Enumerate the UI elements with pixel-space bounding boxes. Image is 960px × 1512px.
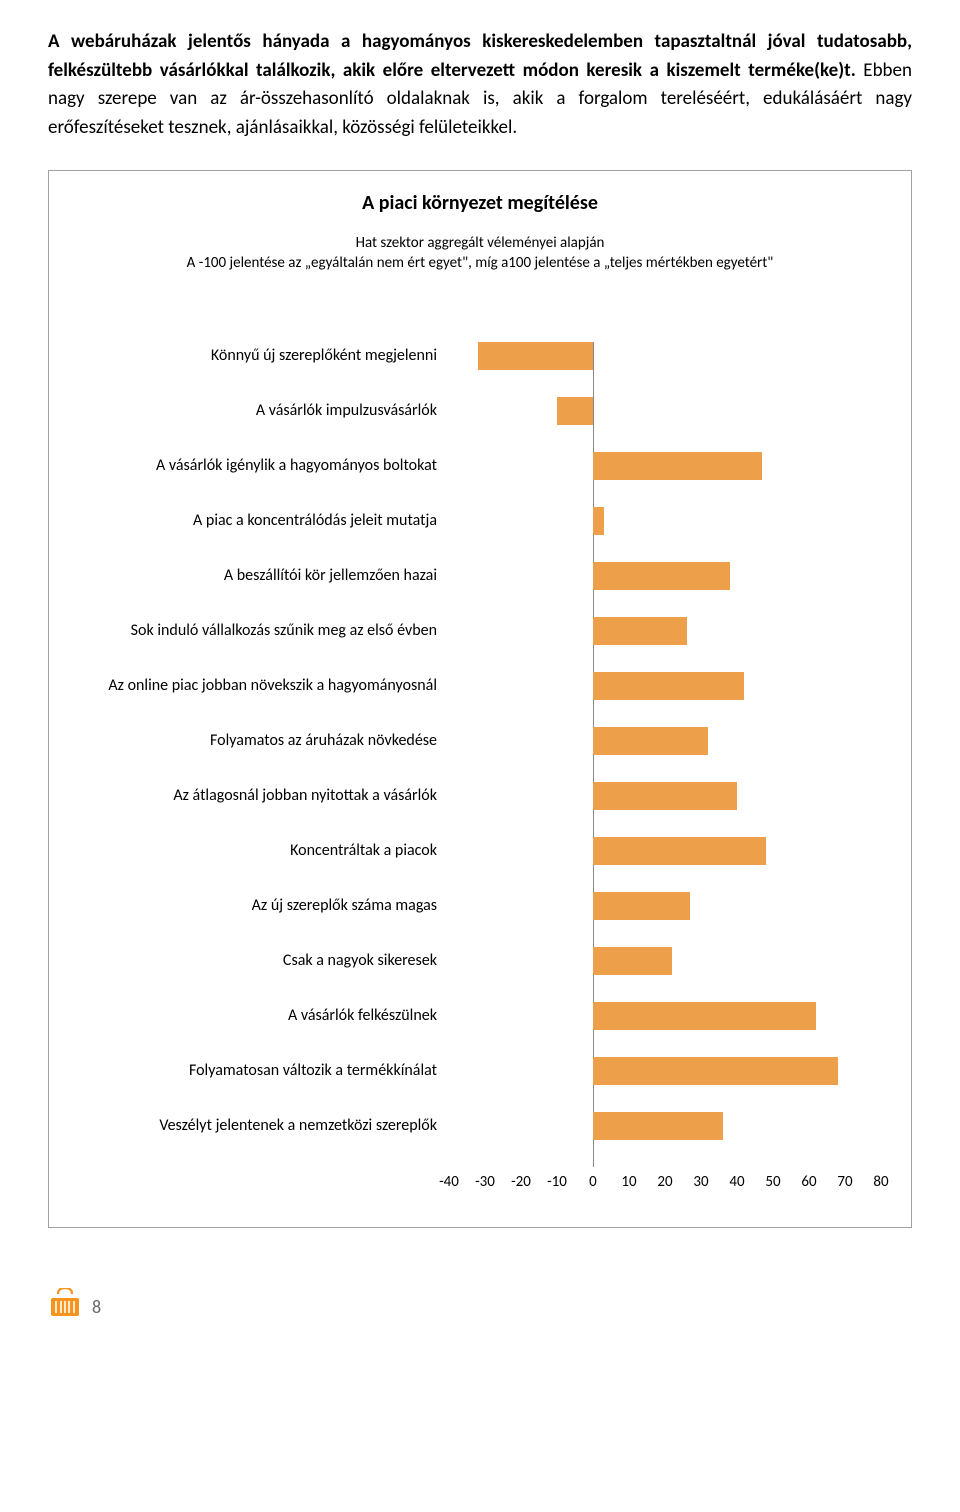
bar-label: A piac a koncentrálódás jeleit mutatja (57, 507, 437, 535)
chart-row: Az átlagosnál jobban nyitottak a vásárló… (449, 782, 881, 810)
chart-row: Folyamatosan változik a termékkínálat (449, 1057, 881, 1085)
x-tick: 60 (801, 1173, 816, 1191)
bar-label: Veszélyt jelentenek a nemzetközi szerepl… (57, 1112, 437, 1140)
chart-subtitle: Hat szektor aggregált véleményei alapján… (69, 233, 891, 274)
bar (593, 507, 604, 535)
bar (593, 452, 762, 480)
x-tick: 20 (657, 1173, 672, 1191)
x-tick: -40 (439, 1173, 459, 1191)
chart-row: Veszélyt jelentenek a nemzetközi szerepl… (449, 1112, 881, 1140)
bar-label: Csak a nagyok sikeresek (57, 947, 437, 975)
x-axis: -40-30-20-1001020304050607080 (449, 1167, 881, 1207)
bar (593, 837, 766, 865)
bar-label: A vásárlók impulzusvásárlók (57, 397, 437, 425)
chart-row: A vásárlók felkészülnek (449, 1002, 881, 1030)
basket-icon (48, 1288, 82, 1318)
bar (557, 397, 593, 425)
bar-label: Folyamatos az áruházak növkedése (57, 727, 437, 755)
bar (593, 617, 687, 645)
chart-subtitle-line1: Hat szektor aggregált véleményei alapján (356, 234, 605, 252)
chart-row: Folyamatos az áruházak növkedése (449, 727, 881, 755)
x-tick: 40 (729, 1173, 744, 1191)
chart-row: Koncentráltak a piacok (449, 837, 881, 865)
plot-region: Könnyű új szereplőként megjelenni A vásár… (449, 342, 881, 1167)
x-tick: -10 (547, 1173, 567, 1191)
chart-row: A vásárlók impulzusvásárlók (449, 397, 881, 425)
bar (593, 672, 744, 700)
bar-label: Az átlagosnál jobban nyitottak a vásárló… (57, 782, 437, 810)
x-tick: 50 (765, 1173, 780, 1191)
bar (593, 1002, 816, 1030)
chart-row: Csak a nagyok sikeresek (449, 947, 881, 975)
bar (478, 342, 593, 370)
chart-area: Könnyű új szereplőként megjelenni A vásár… (69, 342, 891, 1207)
x-tick: 30 (693, 1173, 708, 1191)
chart-row: A beszállítói kör jellemzően hazai (449, 562, 881, 590)
x-tick: 80 (873, 1173, 888, 1191)
chart-title: A piaci környezet megítélése (69, 191, 891, 215)
x-tick: -30 (475, 1173, 495, 1191)
x-tick: -20 (511, 1173, 531, 1191)
bar-label: A vásárlók felkészülnek (57, 1002, 437, 1030)
chart-row: Az új szereplők száma magas (449, 892, 881, 920)
intro-bold: A webáruházak jelentős hányada a hagyomá… (48, 30, 912, 82)
chart-subtitle-line2: A -100 jelentése az „egyáltalán nem ért … (187, 254, 774, 272)
x-tick: 10 (621, 1173, 636, 1191)
x-tick: 0 (589, 1173, 597, 1191)
bar-label: Az új szereplők száma magas (57, 892, 437, 920)
chart-container: A piaci környezet megítélése Hat szektor… (48, 170, 912, 1228)
page-footer: 8 (48, 1288, 912, 1318)
bar-label: Folyamatosan változik a termékkínálat (57, 1057, 437, 1085)
chart-row: A vásárlók igénylik a hagyományos boltok… (449, 452, 881, 480)
bar-label: Koncentráltak a piacok (57, 837, 437, 865)
bar (593, 1112, 723, 1140)
bar-label: A vásárlók igénylik a hagyományos boltok… (57, 452, 437, 480)
bar (593, 1057, 838, 1085)
chart-row: Könnyű új szereplőként megjelenni (449, 342, 881, 370)
chart-row: Az online piac jobban növekszik a hagyom… (449, 672, 881, 700)
bar (593, 947, 672, 975)
bar (593, 727, 708, 755)
chart-row: Sok induló vállalkozás szűnik meg az els… (449, 617, 881, 645)
bar (593, 782, 737, 810)
bar (593, 562, 730, 590)
x-tick: 70 (837, 1173, 852, 1191)
chart-row: A piac a koncentrálódás jeleit mutatja (449, 507, 881, 535)
bar-label: Az online piac jobban növekszik a hagyom… (57, 672, 437, 700)
bar-label: Sok induló vállalkozás szűnik meg az els… (57, 617, 437, 645)
bar-label: Könnyű új szereplőként megjelenni (57, 342, 437, 370)
intro-paragraph: A webáruházak jelentős hányada a hagyomá… (48, 28, 912, 142)
bar (593, 892, 690, 920)
page-number: 8 (92, 1296, 101, 1318)
bar-label: A beszállítói kör jellemzően hazai (57, 562, 437, 590)
